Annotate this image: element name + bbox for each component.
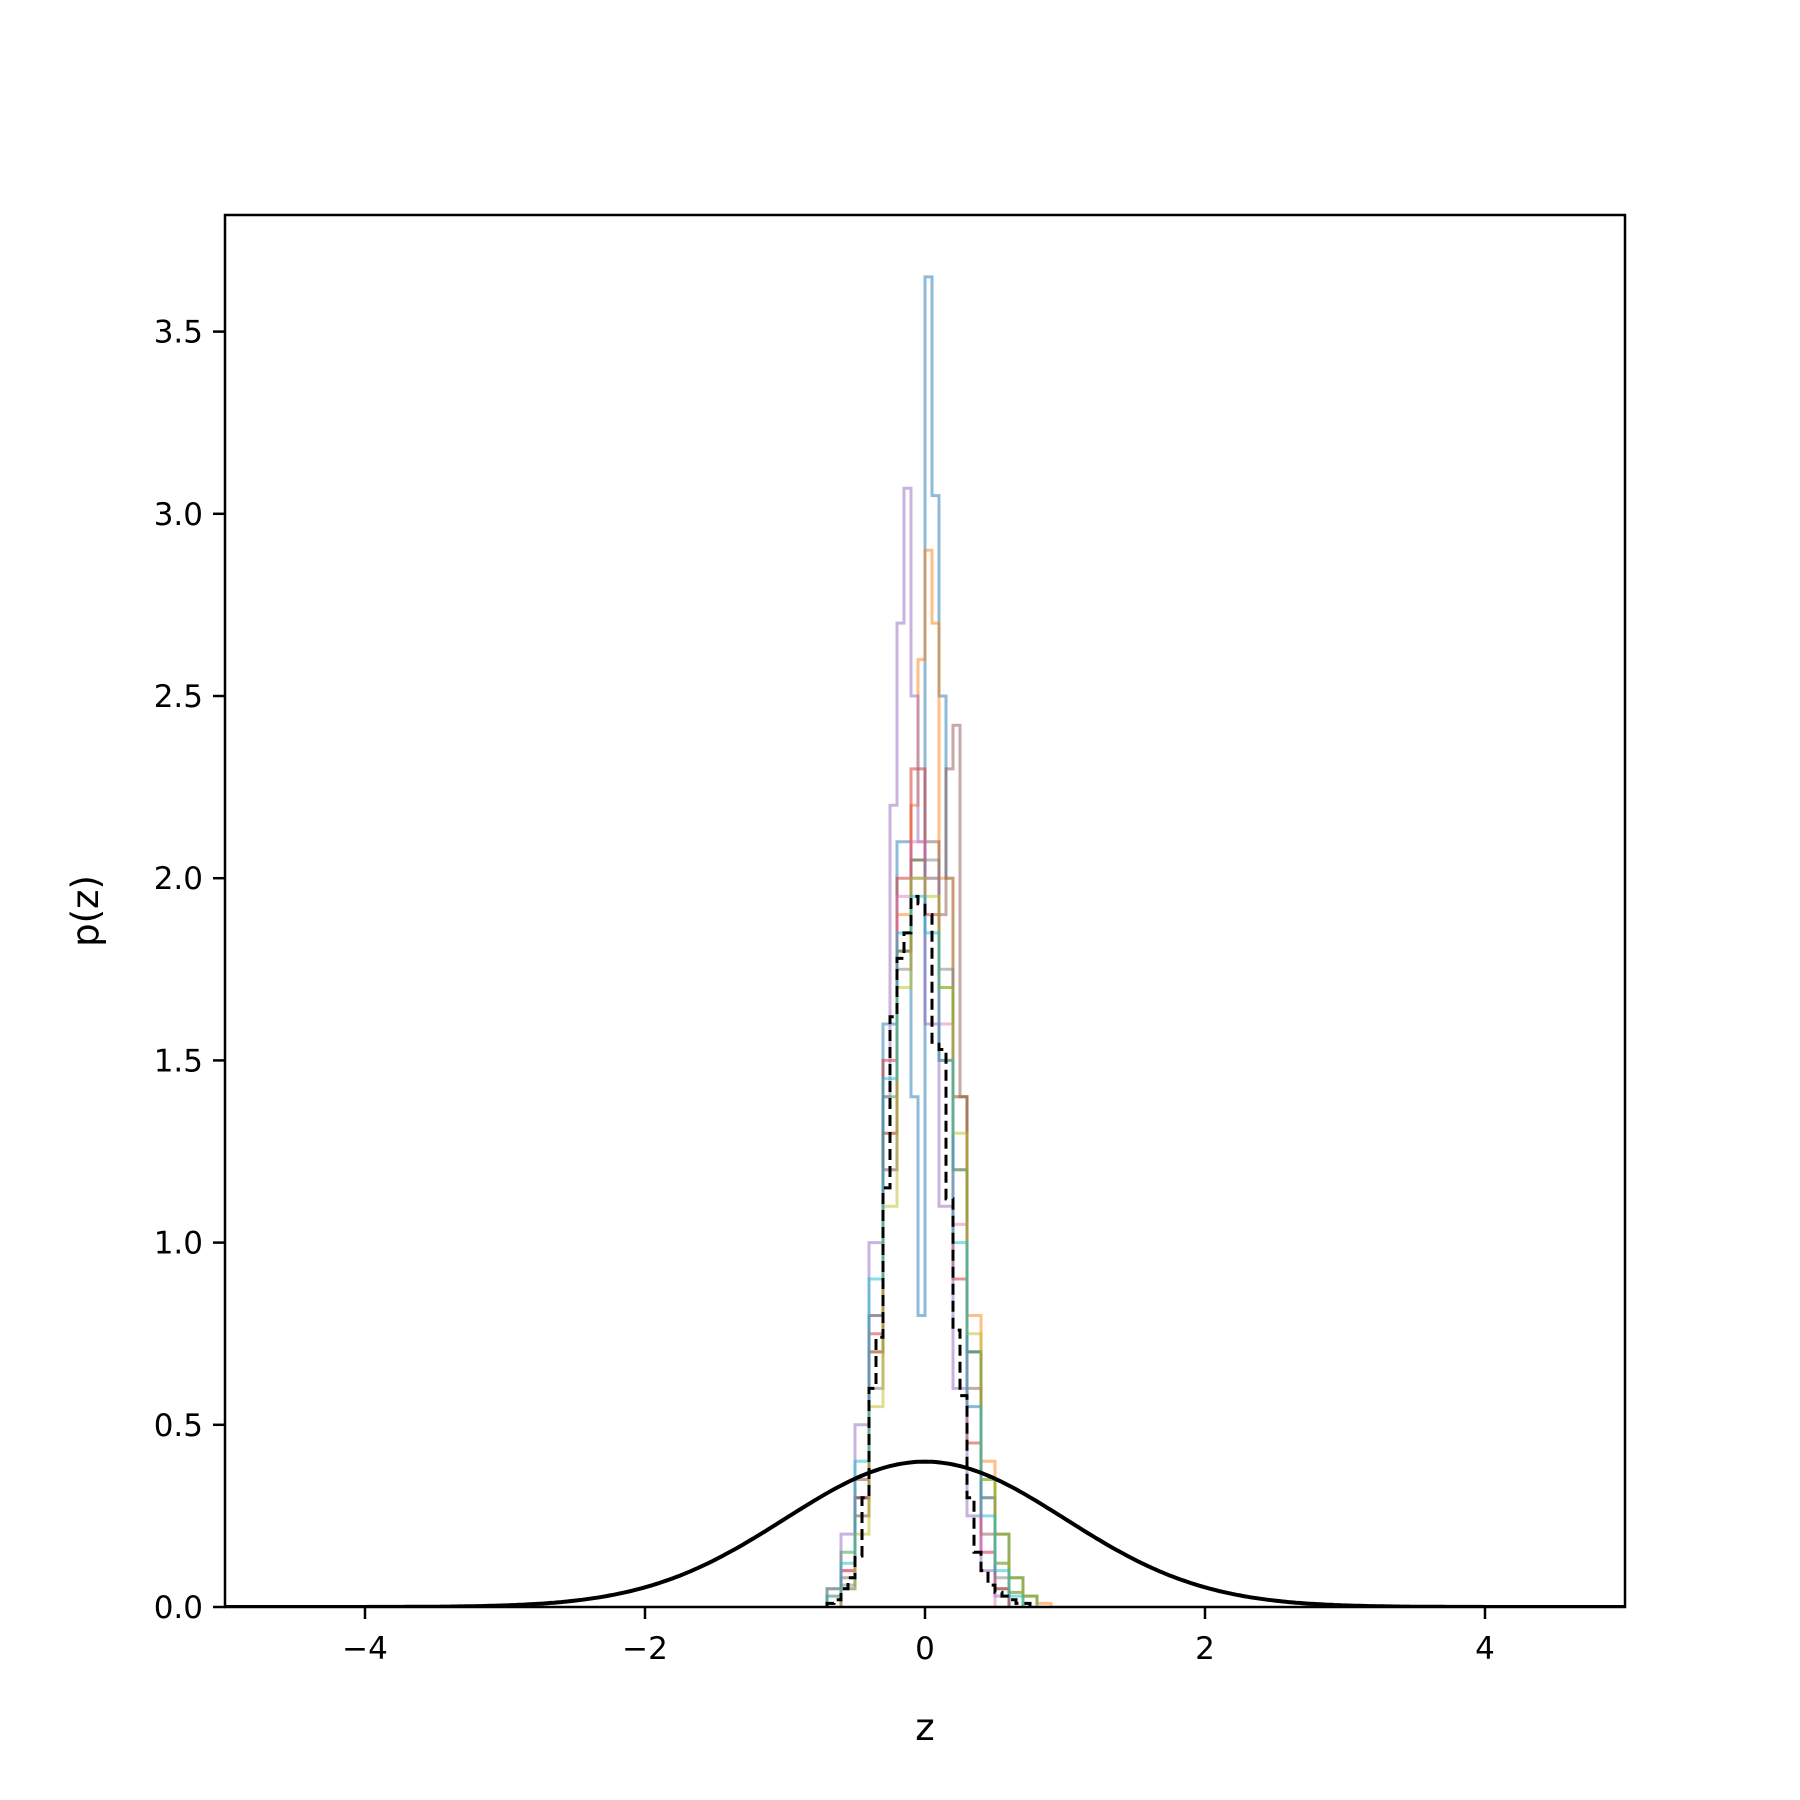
- y-tick-label: 1.5: [154, 1043, 203, 1079]
- y-tick-label: 2.0: [154, 861, 203, 897]
- x-tick-label: −2: [622, 1631, 668, 1667]
- y-tick-label: 1.0: [154, 1226, 203, 1262]
- x-tick-label: 0: [915, 1631, 935, 1667]
- x-tick-label: 2: [1195, 1631, 1215, 1667]
- histogram-series-5: [825, 486, 1011, 1607]
- x-axis: −4 −2 0 2 4: [342, 1607, 1495, 1667]
- y-axis: 0.0 0.5 1.0 1.5 2.0 2.5 3.0 3.5: [154, 315, 225, 1626]
- aggregate-histogram: [825, 894, 1032, 1607]
- x-tick-label: −4: [342, 1631, 388, 1667]
- y-tick-label: 2.5: [154, 679, 203, 715]
- y-axis-label: p(z): [64, 875, 107, 947]
- y-tick-label: 3.5: [154, 315, 203, 351]
- y-tick-label: 3.0: [154, 497, 203, 533]
- x-axis-label: z: [915, 1706, 934, 1749]
- x-tick-label: 4: [1475, 1631, 1495, 1667]
- y-tick-label: 0.0: [154, 1590, 203, 1626]
- y-tick-label: 0.5: [154, 1408, 203, 1444]
- aggregate-histogram-group: [825, 894, 1032, 1607]
